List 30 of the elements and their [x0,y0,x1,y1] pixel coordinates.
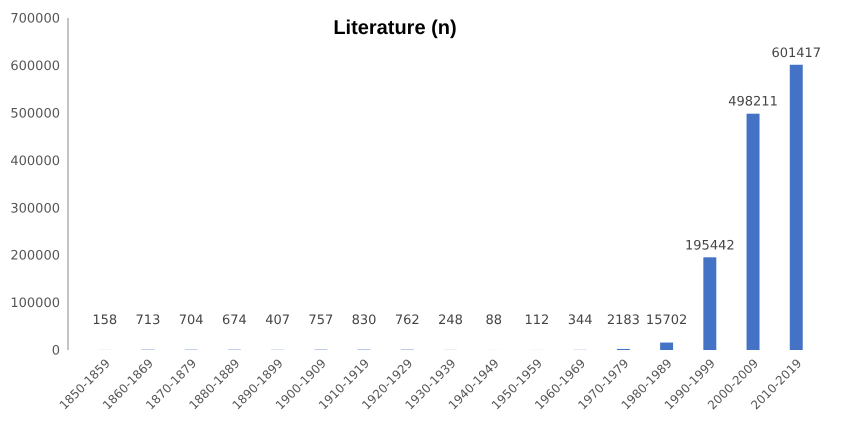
data-label: 674 [222,313,247,328]
data-label: 757 [308,313,334,328]
data-label: 88 [485,313,502,328]
data-label: 762 [394,313,420,328]
chart-title: Literature (n) [333,17,457,39]
y-tick-label: 300000 [10,201,60,216]
data-label: 15702 [646,313,688,328]
data-label: 158 [92,313,118,328]
data-label: 344 [568,313,593,328]
data-label: 704 [178,313,204,328]
data-label: 713 [136,313,160,328]
data-label: 2183 [606,313,640,328]
y-tick-label: 600000 [10,58,60,74]
data-label: 407 [265,313,290,328]
data-label: 601417 [771,46,822,61]
y-tick-label: 0 [52,344,60,359]
bar [703,257,716,350]
data-label: 112 [524,313,550,328]
data-label: 830 [352,313,376,328]
y-tick-label: 700000 [10,12,60,27]
bar [660,342,674,350]
bar [746,114,760,350]
y-tick-label: 500000 [10,106,60,122]
y-tick-label: 400000 [10,154,60,169]
data-label: 498211 [728,94,778,110]
data-label: 248 [438,313,463,328]
bar [790,64,803,350]
data-label: 195442 [685,238,735,254]
y-tick-label: 200000 [10,248,60,264]
y-tick-label: 100000 [10,296,60,312]
